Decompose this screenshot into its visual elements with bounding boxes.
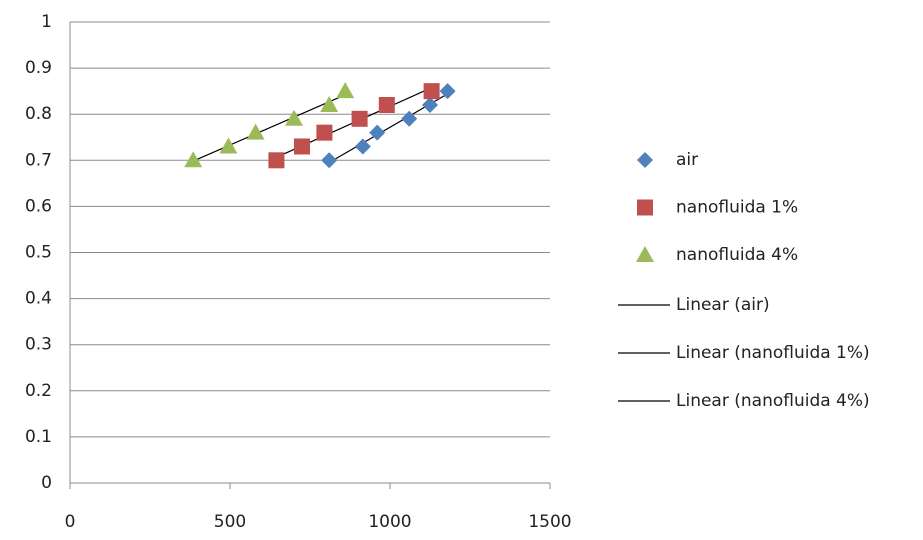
marker bbox=[424, 83, 440, 99]
x-tick-label: 1000 bbox=[368, 512, 411, 532]
x-tick-label: 0 bbox=[65, 512, 76, 532]
legend-label: nanofluida 1% bbox=[676, 198, 798, 218]
legend-label: Linear (air) bbox=[676, 295, 770, 315]
y-tick-label: 0.7 bbox=[25, 150, 52, 170]
x-tick-label: 1500 bbox=[528, 512, 571, 532]
y-tick-label: 0.5 bbox=[25, 243, 52, 263]
x-tick-label: 500 bbox=[214, 512, 246, 532]
legend-label: nanofluida 4% bbox=[676, 245, 798, 265]
y-tick-label: 0.4 bbox=[25, 289, 52, 309]
legend-label: Linear (nanofluida 1%) bbox=[676, 343, 870, 363]
marker bbox=[352, 111, 368, 127]
y-tick-label: 0.2 bbox=[25, 381, 52, 401]
y-tick-label: 0.1 bbox=[25, 427, 52, 447]
y-tick-label: 1 bbox=[41, 12, 52, 32]
y-tick-label: 0.3 bbox=[25, 335, 52, 355]
background bbox=[0, 0, 923, 540]
marker bbox=[316, 125, 332, 141]
y-tick-label: 0.9 bbox=[25, 58, 52, 78]
y-tick-label: 0.8 bbox=[25, 104, 52, 124]
marker bbox=[379, 97, 395, 113]
y-tick-label: 0.6 bbox=[25, 196, 52, 216]
marker bbox=[268, 152, 284, 168]
legend-label: Linear (nanofluida 4%) bbox=[676, 391, 870, 411]
chart: 0 0.1 0.2 0.3 0.4 0.5 0.6 0.7 0.8 0.9 1 0 500 1000 150… bbox=[0, 0, 923, 540]
y-tick-label: 0 bbox=[41, 473, 52, 493]
legend-marker bbox=[637, 200, 653, 216]
legend-label: air bbox=[676, 150, 698, 170]
marker bbox=[294, 138, 310, 154]
